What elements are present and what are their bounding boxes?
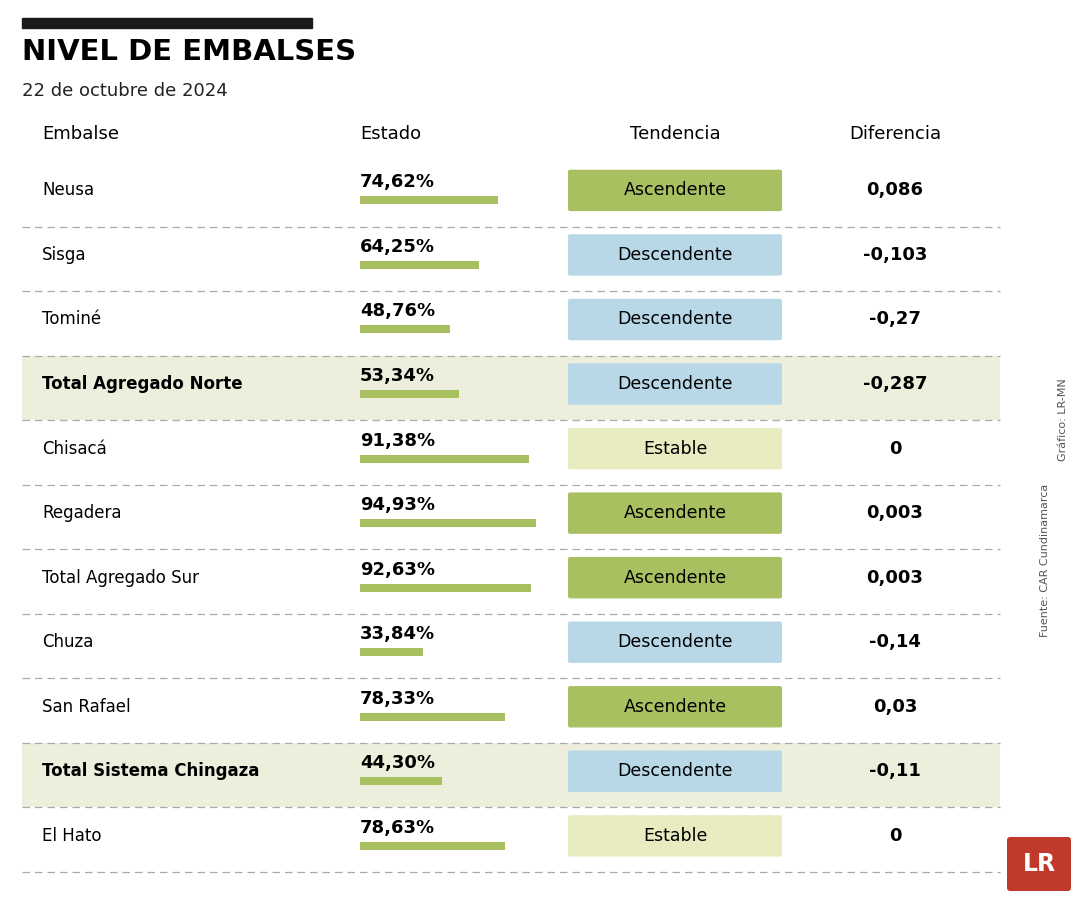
Bar (360, 390, 459, 398)
Text: 0,003: 0,003 (866, 569, 923, 587)
FancyBboxPatch shape (568, 686, 782, 727)
Text: Estable: Estable (643, 439, 707, 457)
FancyBboxPatch shape (568, 299, 782, 340)
Text: Chisacá: Chisacá (42, 439, 107, 457)
Bar (360, 196, 498, 204)
FancyBboxPatch shape (568, 170, 782, 211)
Bar (22, 356, 1000, 420)
Text: Embalse: Embalse (42, 125, 119, 143)
Text: Descendente: Descendente (618, 310, 732, 328)
Text: Neusa: Neusa (42, 182, 94, 200)
Text: 0,03: 0,03 (873, 698, 917, 716)
FancyBboxPatch shape (568, 815, 782, 857)
Bar (22, 549, 1000, 614)
FancyBboxPatch shape (568, 751, 782, 792)
Text: Total Agregado Sur: Total Agregado Sur (42, 569, 199, 587)
Text: Regadera: Regadera (42, 504, 121, 522)
FancyBboxPatch shape (568, 364, 782, 405)
Text: 78,33%: 78,33% (360, 689, 435, 707)
Text: Ascendente: Ascendente (623, 504, 727, 522)
Bar (360, 842, 505, 850)
Bar (22, 291, 1000, 356)
FancyBboxPatch shape (1007, 837, 1071, 891)
Text: 0: 0 (889, 827, 901, 845)
Bar (22, 162, 1000, 227)
Text: El Hato: El Hato (42, 827, 102, 845)
FancyBboxPatch shape (568, 557, 782, 598)
Text: 74,62%: 74,62% (360, 174, 435, 192)
Bar (22, 420, 1000, 485)
Text: Tendencia: Tendencia (630, 125, 720, 143)
Text: 92,63%: 92,63% (360, 561, 435, 579)
Text: Gráfico: LR-MN: Gráfico: LR-MN (1058, 379, 1068, 462)
Text: Chuza: Chuza (42, 634, 93, 652)
Text: Descendente: Descendente (618, 375, 732, 393)
Text: Descendente: Descendente (618, 246, 732, 264)
Text: Descendente: Descendente (618, 634, 732, 652)
Bar (360, 519, 536, 527)
Text: 64,25%: 64,25% (360, 238, 435, 256)
Text: Estable: Estable (643, 827, 707, 845)
Text: 33,84%: 33,84% (360, 626, 435, 644)
Bar (360, 261, 478, 269)
FancyBboxPatch shape (568, 492, 782, 534)
Bar (360, 326, 450, 334)
Bar (360, 584, 531, 591)
Text: 94,93%: 94,93% (360, 496, 435, 514)
Bar (360, 713, 505, 721)
Text: 48,76%: 48,76% (360, 302, 435, 320)
Bar (360, 454, 529, 463)
Text: -0,27: -0,27 (869, 310, 921, 328)
Text: San Rafael: San Rafael (42, 698, 131, 716)
Bar (360, 778, 442, 786)
Text: 0,003: 0,003 (866, 504, 923, 522)
FancyBboxPatch shape (568, 234, 782, 275)
Text: Diferencia: Diferencia (849, 125, 941, 143)
Bar (22, 485, 1000, 549)
Text: 0: 0 (889, 439, 901, 457)
Text: -0,11: -0,11 (869, 762, 921, 780)
Text: Fuente: CAR Cundinamarca: Fuente: CAR Cundinamarca (1040, 483, 1050, 636)
Text: NIVEL DE EMBALSES: NIVEL DE EMBALSES (22, 38, 356, 66)
Text: 22 de octubre de 2024: 22 de octubre de 2024 (22, 82, 228, 100)
Bar (22, 807, 1000, 872)
Text: Sisga: Sisga (42, 246, 86, 264)
Text: Descendente: Descendente (618, 762, 732, 780)
Text: Total Sistema Chingaza: Total Sistema Chingaza (42, 762, 259, 780)
Text: LR: LR (1023, 852, 1055, 876)
Bar (22, 18, 312, 28)
Text: 53,34%: 53,34% (360, 367, 435, 385)
Text: Estado: Estado (360, 125, 421, 143)
Bar (22, 614, 1000, 679)
Bar (22, 742, 1000, 807)
Text: Ascendente: Ascendente (623, 698, 727, 716)
Text: -0,287: -0,287 (863, 375, 928, 393)
Bar (22, 227, 1000, 291)
Text: 78,63%: 78,63% (360, 819, 435, 837)
FancyBboxPatch shape (568, 428, 782, 469)
Text: -0,103: -0,103 (863, 246, 928, 264)
Text: 0,086: 0,086 (866, 182, 923, 200)
Bar (22, 679, 1000, 742)
Text: Ascendente: Ascendente (623, 182, 727, 200)
Text: 44,30%: 44,30% (360, 754, 435, 772)
Text: Ascendente: Ascendente (623, 569, 727, 587)
Text: Total Agregado Norte: Total Agregado Norte (42, 375, 243, 393)
Text: Tominé: Tominé (42, 310, 102, 328)
Bar (360, 648, 422, 656)
Text: -0,14: -0,14 (869, 634, 921, 652)
Text: 91,38%: 91,38% (360, 432, 435, 450)
FancyBboxPatch shape (568, 622, 782, 663)
